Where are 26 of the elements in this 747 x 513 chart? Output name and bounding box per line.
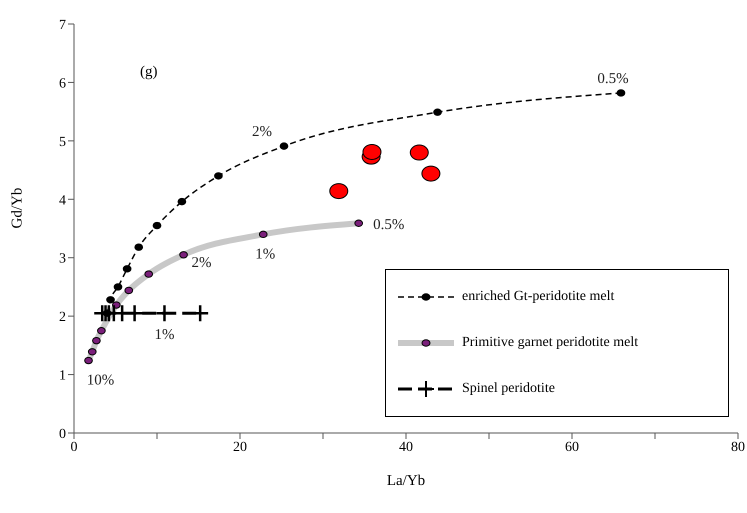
annotation: 1% [255, 246, 276, 262]
x-axis-title: La/Yb [386, 473, 426, 489]
legend-label: enriched Gt-peridotite melt [462, 289, 614, 305]
x-tick-label: 40 [399, 440, 413, 455]
y-tick-label: 2 [59, 310, 66, 326]
y-tick-label: 6 [59, 76, 66, 92]
x-tick-label: 80 [731, 440, 745, 455]
y-tick-label: 1 [59, 368, 66, 384]
y-tick-label: 0 [59, 426, 66, 442]
annotation: 2% [192, 254, 212, 271]
x-tick-label: 20 [233, 440, 247, 455]
legend-label: Primitive garnet peridotite melt [462, 335, 638, 351]
annotation: 2% [252, 124, 272, 140]
y-tick-label: 7 [59, 18, 66, 33]
y-tick-label: 4 [59, 193, 66, 208]
annotation: 0.5% [373, 217, 404, 234]
annotation: 0.5% [597, 70, 629, 87]
legend-label: Spinel peridotite [462, 381, 555, 397]
annotation: 1% [154, 327, 174, 344]
annotation: 10% [86, 372, 114, 389]
annotation: (g) [140, 64, 158, 81]
x-tick-label: 60 [565, 440, 579, 455]
x-tick-label: 0 [70, 440, 78, 455]
y-tick-label: 3 [59, 252, 66, 267]
y-axis-title: Gd/Yb [9, 188, 26, 228]
y-tick-label: 5 [59, 134, 66, 150]
